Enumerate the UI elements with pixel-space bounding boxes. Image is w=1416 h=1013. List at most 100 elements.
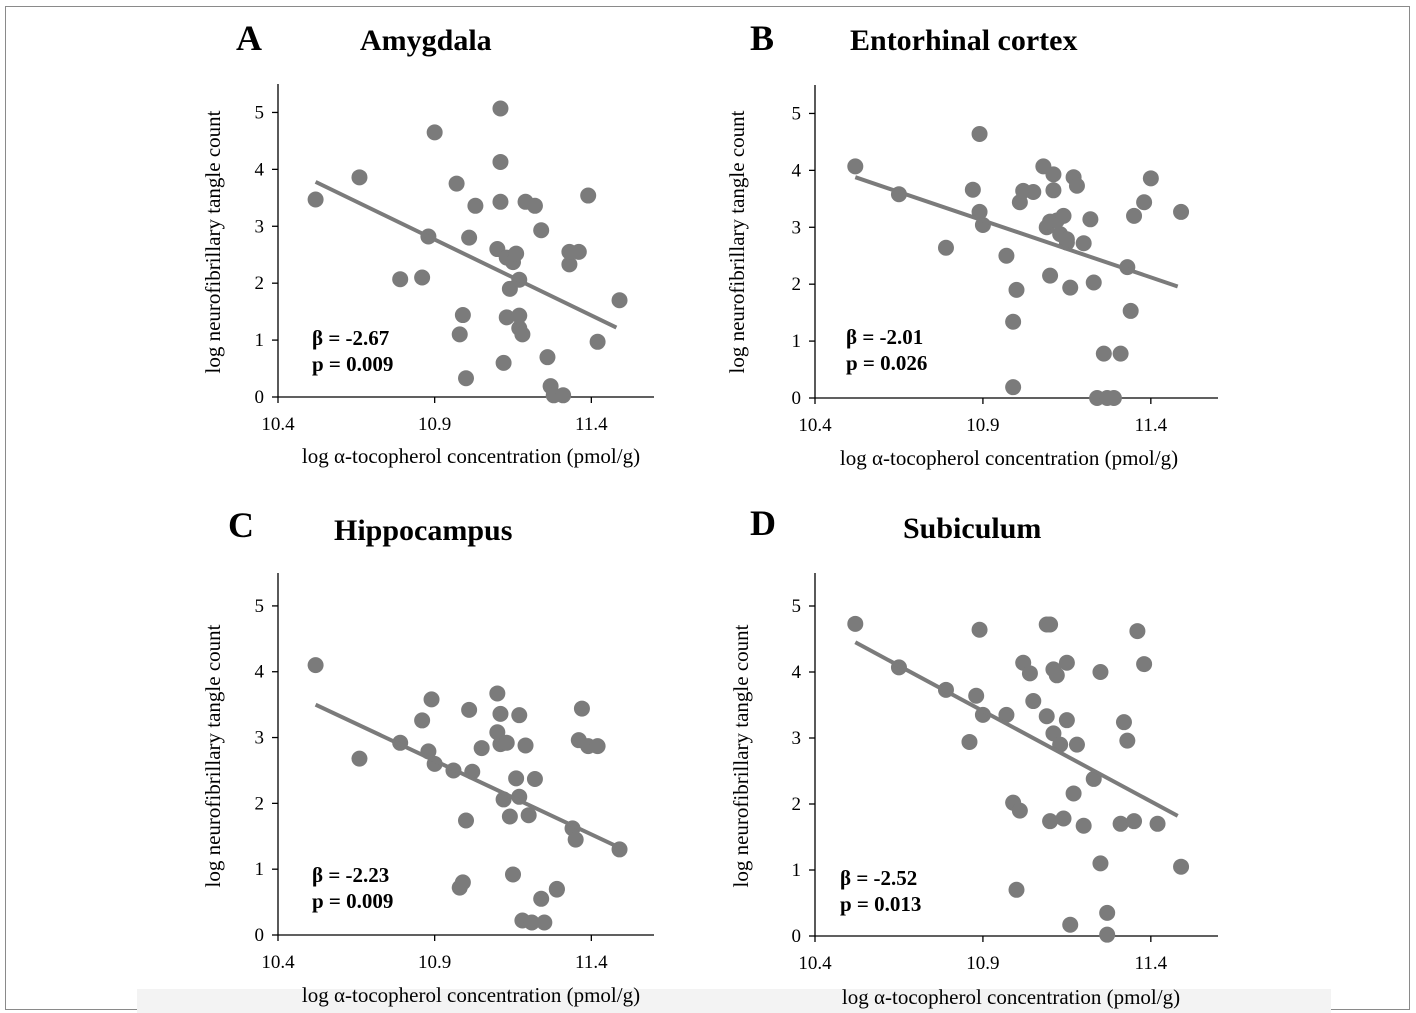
data-point — [968, 687, 985, 704]
data-point — [1142, 170, 1159, 187]
data-point — [1058, 231, 1075, 248]
data-point — [489, 685, 506, 702]
data-point — [539, 349, 556, 366]
x-tick-label: 11.4 — [575, 414, 608, 435]
data-point — [1055, 810, 1072, 827]
data-point — [937, 239, 954, 256]
x-tick-label: 11.4 — [575, 952, 608, 973]
y-tick-label: 4 — [792, 662, 802, 683]
data-point — [448, 175, 465, 192]
data-point — [1129, 623, 1146, 640]
data-point — [498, 309, 515, 326]
y-tick-label: 5 — [792, 103, 802, 124]
x-tick-label: 10.4 — [261, 414, 295, 435]
beta-stat: β = -2.52 — [840, 866, 917, 890]
data-point — [533, 890, 550, 907]
y-tick-label: 0 — [792, 388, 802, 409]
x-axis-label: log α-tocopherol concentration (pmol/g) — [302, 444, 640, 468]
panel-c: C Hippocampus log α-tocopherol concentra… — [201, 505, 654, 1007]
data-point — [533, 222, 550, 239]
data-point — [526, 771, 543, 788]
data-point — [1149, 815, 1166, 832]
data-point — [1082, 211, 1099, 228]
data-point — [495, 354, 512, 371]
beta-stat: β = -2.01 — [846, 325, 923, 349]
data-point — [511, 707, 528, 724]
data-point — [1048, 667, 1065, 684]
p-value-stat: p = 0.009 — [312, 889, 393, 913]
y-tick-label: 0 — [255, 387, 265, 408]
y-tick-label: 1 — [792, 860, 802, 881]
data-point — [1173, 203, 1190, 220]
data-point — [517, 737, 534, 754]
data-point — [1085, 274, 1102, 291]
data-point — [492, 153, 509, 170]
data-point — [1068, 177, 1085, 194]
x-tick-label: 10.9 — [966, 953, 999, 974]
data-point — [423, 691, 440, 708]
panel-title: Amygdala — [360, 24, 492, 57]
panel-a: A Amygdala log α-tocopherol concentratio… — [201, 18, 654, 468]
data-point — [961, 733, 978, 750]
beta-stat: β = -2.67 — [312, 326, 389, 350]
y-tick-label: 3 — [792, 217, 802, 238]
data-point — [1115, 714, 1132, 731]
panel-letter: B — [750, 18, 774, 58]
data-point — [473, 740, 490, 757]
data-point — [1055, 207, 1072, 224]
y-tick-label: 3 — [255, 728, 265, 749]
data-point — [998, 247, 1015, 264]
data-point — [508, 770, 525, 787]
panel-d: D Subiculum log α-tocopherol concentrati… — [729, 503, 1218, 1009]
data-point — [1068, 736, 1085, 753]
y-tick-label: 2 — [255, 273, 265, 294]
data-point — [1099, 926, 1116, 943]
y-tick-label: 4 — [255, 662, 265, 683]
data-point — [1042, 813, 1059, 830]
data-point — [964, 181, 981, 198]
data-point — [1058, 712, 1075, 729]
data-point — [458, 370, 474, 387]
data-point — [392, 271, 409, 288]
data-point — [580, 187, 597, 204]
data-point — [351, 750, 368, 767]
x-tick-label: 11.4 — [1135, 415, 1168, 436]
data-point — [570, 243, 587, 260]
data-point — [1126, 813, 1143, 830]
data-point — [1095, 345, 1112, 362]
data-point — [307, 657, 324, 674]
y-tick-label: 4 — [255, 159, 265, 180]
data-point — [508, 245, 525, 262]
data-point — [1021, 665, 1038, 682]
data-point — [458, 812, 474, 829]
y-tick-label: 1 — [255, 330, 265, 351]
data-point — [971, 621, 988, 638]
data-point — [461, 229, 478, 246]
data-point — [492, 705, 509, 722]
panel-letter: A — [236, 18, 262, 58]
y-tick-label: 5 — [255, 596, 265, 617]
data-point — [1112, 345, 1129, 362]
data-point — [414, 712, 431, 729]
data-point — [1122, 302, 1139, 319]
data-point — [1045, 182, 1062, 199]
data-point — [492, 193, 509, 210]
y-tick-label: 0 — [792, 926, 802, 947]
data-point — [971, 125, 988, 142]
y-axis-label: log neurofibrillary tangle count — [725, 110, 749, 373]
data-point — [511, 307, 528, 324]
data-point — [1025, 693, 1042, 710]
y-tick-label: 1 — [255, 859, 265, 880]
data-point — [1173, 858, 1190, 875]
data-point — [1105, 390, 1122, 406]
data-point — [520, 807, 537, 824]
data-point — [1011, 802, 1028, 819]
x-axis-label: log α-tocopherol concentration (pmol/g) — [842, 985, 1180, 1009]
y-tick-label: 2 — [792, 274, 802, 295]
data-point — [461, 701, 478, 718]
x-tick-label: 11.4 — [1135, 953, 1168, 974]
data-point — [847, 615, 864, 632]
panel-title: Entorhinal cortex — [850, 24, 1077, 57]
y-tick-label: 2 — [255, 793, 265, 814]
